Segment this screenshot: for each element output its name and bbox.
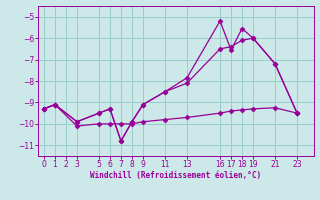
X-axis label: Windchill (Refroidissement éolien,°C): Windchill (Refroidissement éolien,°C) bbox=[91, 171, 261, 180]
